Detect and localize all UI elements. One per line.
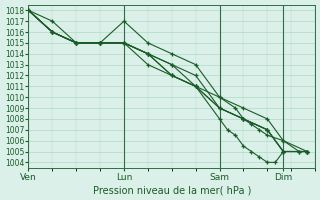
X-axis label: Pression niveau de la mer( hPa ): Pression niveau de la mer( hPa ) — [92, 185, 251, 195]
